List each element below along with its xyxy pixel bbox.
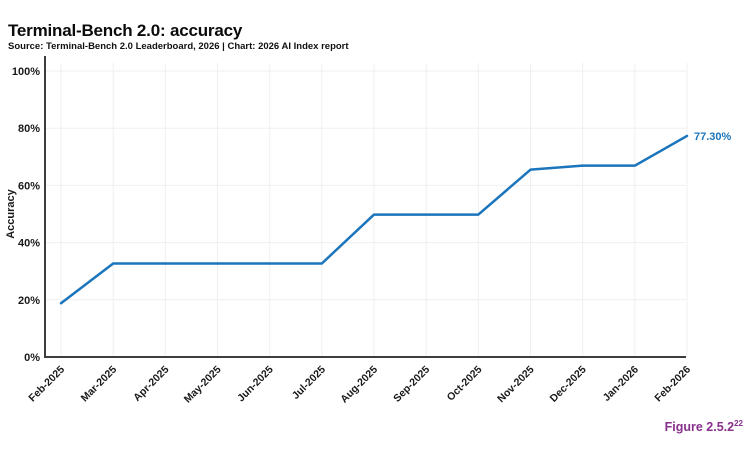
end-value-label: 77.30% [694, 131, 732, 143]
x-tick-label: Dec-2025 [548, 364, 589, 405]
x-tick-label: Nov-2025 [495, 364, 537, 406]
x-tick-label: Jul-2025 [290, 364, 328, 402]
x-tick-label: Jan-2026 [601, 364, 641, 404]
figure-label-text: Figure 2.5.2 [664, 420, 735, 435]
x-tick-label: Jun-2025 [235, 364, 276, 405]
x-tick-label: Feb-2026 [652, 364, 693, 405]
source-line: Source: Terminal-Bench 2.0 Leaderboard, … [8, 41, 349, 52]
y-tick-label: 40% [18, 238, 40, 250]
x-tick-label: Apr-2025 [131, 364, 171, 404]
y-tick-label: 100% [12, 66, 40, 78]
x-tick-label: Sep-2025 [391, 364, 432, 405]
x-tick-label: May-2025 [182, 364, 224, 406]
x-tick-label: Feb-2025 [26, 364, 67, 405]
x-tick-label: Mar-2025 [79, 364, 120, 405]
y-tick-label: 20% [18, 295, 40, 307]
y-tick-label: 80% [18, 123, 40, 135]
y-tick-label: 60% [18, 180, 40, 192]
x-tick-label: Oct-2025 [445, 364, 485, 404]
figure-label: Figure 2.5.222 [665, 419, 743, 434]
y-tick-label: 0% [24, 352, 40, 364]
page-title: Terminal-Bench 2.0: accuracy [8, 21, 243, 40]
y-axis-label: Accuracy [5, 188, 17, 238]
x-tick-label: Aug-2025 [338, 364, 380, 406]
figure-label-superscript: 22 [734, 419, 743, 428]
accuracy-line [59, 134, 689, 305]
